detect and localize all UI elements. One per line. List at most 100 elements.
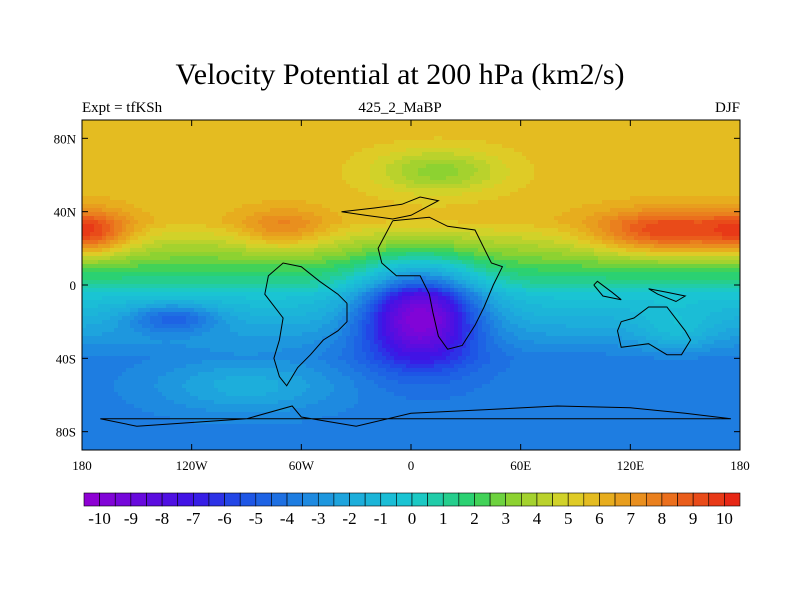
field-cell: [210, 192, 215, 197]
field-cell: [642, 172, 647, 177]
field-cell: [614, 136, 619, 141]
field-cell: [514, 196, 519, 201]
field-cell: [562, 232, 567, 237]
field-cell: [558, 128, 563, 133]
field-cell: [218, 176, 223, 181]
field-cell: [150, 132, 155, 137]
field-cell: [122, 152, 127, 157]
field-cell: [306, 224, 311, 229]
field-cell: [598, 136, 603, 141]
field-cell: [106, 176, 111, 181]
field-cell: [458, 176, 463, 181]
field-cell: [626, 224, 631, 229]
field-cell: [294, 212, 299, 217]
field-cell: [262, 120, 267, 125]
field-cell: [102, 152, 107, 157]
field-cell: [598, 236, 603, 241]
field-cell: [366, 148, 371, 153]
field-cell: [126, 236, 131, 241]
field-cell: [130, 220, 135, 225]
field-cell: [718, 208, 723, 213]
field-cell: [634, 128, 639, 133]
field-cell: [170, 232, 175, 237]
field-cell: [210, 200, 215, 205]
field-cell: [86, 180, 91, 185]
field-cell: [582, 156, 587, 161]
field-cell: [406, 236, 411, 241]
field-cell: [82, 140, 87, 145]
field-cell: [258, 200, 263, 205]
field-cell: [622, 192, 627, 197]
field-cell: [738, 132, 741, 137]
field-cell: [686, 204, 691, 209]
field-cell: [130, 224, 135, 229]
field-cell: [222, 156, 227, 161]
field-cell: [694, 224, 699, 229]
field-cell: [706, 180, 711, 185]
field-cell: [730, 136, 735, 141]
field-cell: [202, 132, 207, 137]
field-cell: [138, 208, 143, 213]
field-cell: [346, 180, 351, 185]
field-cell: [306, 176, 311, 181]
field-cell: [654, 212, 659, 217]
field-cell: [626, 124, 631, 129]
field-cell: [526, 228, 531, 233]
field-cell: [662, 120, 667, 125]
field-cell: [366, 124, 371, 129]
field-cell: [502, 212, 507, 217]
field-cell: [290, 128, 295, 133]
field-cell: [198, 192, 203, 197]
field-cell: [618, 196, 623, 201]
field-cell: [398, 136, 403, 141]
field-cell: [438, 180, 443, 185]
field-cell: [622, 124, 627, 129]
field-cell: [498, 196, 503, 201]
field-cell: [358, 136, 363, 141]
field-cell: [522, 200, 527, 205]
field-cell: [298, 196, 303, 201]
field-cell: [86, 228, 91, 233]
field-cell: [198, 172, 203, 177]
field-cell: [166, 184, 171, 189]
field-cell: [510, 220, 515, 225]
field-cell: [590, 220, 595, 225]
field-cell: [230, 192, 235, 197]
field-cell: [90, 216, 95, 221]
field-cell: [650, 156, 655, 161]
field-cell: [714, 224, 719, 229]
field-cell: [522, 152, 527, 157]
field-cell: [298, 156, 303, 161]
field-cell: [110, 140, 115, 145]
field-cell: [238, 140, 243, 145]
field-cell: [98, 212, 103, 217]
field-cell: [498, 176, 503, 181]
field-cell: [490, 236, 495, 241]
field-cell: [406, 180, 411, 185]
field-cell: [442, 148, 447, 153]
field-cell: [298, 184, 303, 189]
field-cell: [318, 168, 323, 173]
field-cell: [154, 168, 159, 173]
field-cell: [242, 184, 247, 189]
field-cell: [430, 232, 435, 237]
field-cell: [310, 224, 315, 229]
field-cell: [730, 160, 735, 165]
field-cell: [254, 124, 259, 129]
field-cell: [534, 228, 539, 233]
field-cell: [350, 164, 355, 169]
field-cell: [486, 120, 491, 125]
field-cell: [610, 196, 615, 201]
field-cell: [238, 208, 243, 213]
field-cell: [82, 128, 87, 133]
field-cell: [630, 148, 635, 153]
field-cell: [530, 140, 535, 145]
field-cell: [378, 152, 383, 157]
field-cell: [90, 180, 95, 185]
field-cell: [698, 172, 703, 177]
field-cell: [590, 172, 595, 177]
field-cell: [98, 120, 103, 125]
field-cell: [402, 236, 407, 241]
field-cell: [98, 188, 103, 193]
field-cell: [482, 232, 487, 237]
